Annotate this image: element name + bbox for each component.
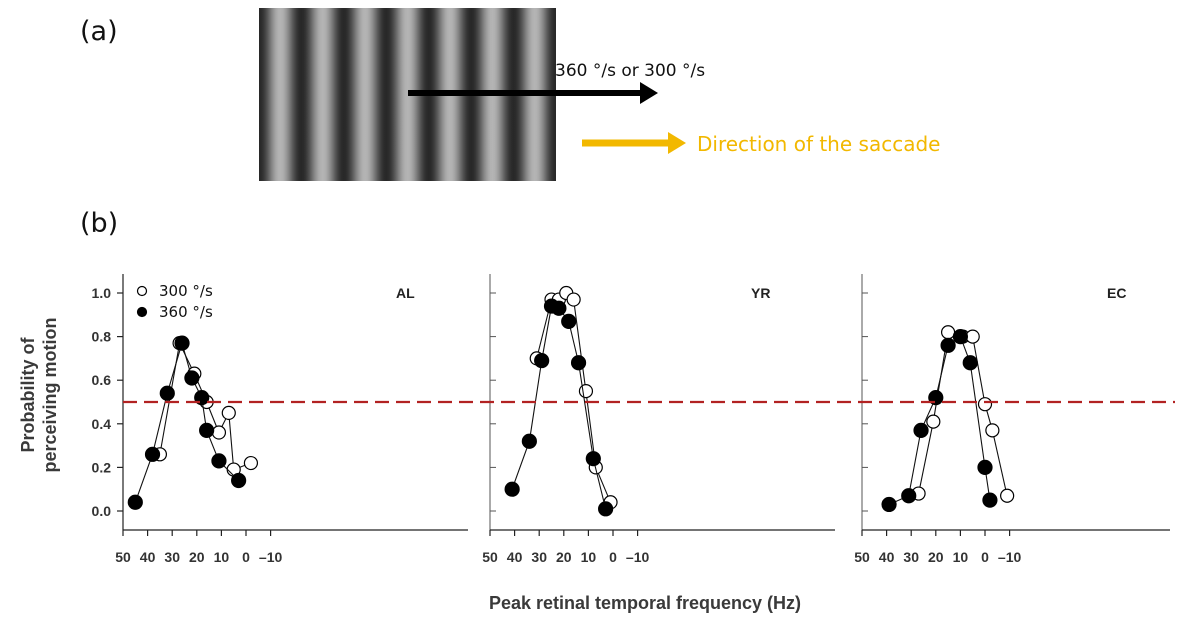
series-line-300 (918, 331, 1008, 496)
y-axis-label: Probability of perceiving motion (18, 317, 60, 472)
subplot-ec: 50 40 30 20 10 0 –10 EC (854, 274, 1170, 565)
series-line-360 (511, 305, 607, 509)
data-point-open (926, 414, 941, 429)
direction-label: Direction of the saccade (697, 132, 940, 156)
data-point-filled (982, 492, 998, 508)
y-tick-label: 1.0 (92, 285, 112, 301)
x-tick-label: 0 (242, 549, 250, 565)
y-axis-label-line: Probability of (18, 336, 38, 452)
data-point-filled (521, 433, 537, 449)
y-tick-label: 0.8 (92, 329, 112, 345)
y-tick-label: 0.4 (92, 416, 112, 432)
data-point-filled (127, 494, 143, 510)
chart-area: 0.0 0.2 0.4 0.6 0.8 1.0 Probability of perceivi… (18, 274, 1175, 613)
subplot-label: EC (1107, 285, 1126, 301)
subplot-al: 50 40 30 20 10 0 –10 AL (115, 285, 468, 565)
data-point-filled (231, 472, 247, 489)
subplot-yr: 50 40 30 20 10 0 –10 YR (482, 274, 835, 565)
x-tick-label: –10 (998, 549, 1022, 565)
legend-marker (136, 306, 148, 318)
x-tick-label: 30 (531, 549, 547, 565)
data-point-filled (551, 300, 567, 316)
legend-label: 360 °/s (159, 303, 213, 321)
x-tick-label: 30 (903, 549, 919, 565)
data-point-filled (174, 335, 190, 351)
data-point-open (985, 423, 1000, 438)
data-point-filled (585, 451, 601, 467)
panel-a-label: (a) (80, 16, 118, 47)
y-tick-label: 0.0 (92, 503, 112, 519)
x-tick-label: –10 (626, 549, 650, 565)
y-axis-label-line: perceiving motion (40, 317, 60, 472)
x-tick-label: 20 (928, 549, 944, 565)
legend-label: 300 °/s (159, 282, 213, 300)
data-point-filled (570, 355, 587, 371)
speed-arrow (408, 82, 658, 104)
data-point-filled (159, 385, 175, 401)
data-point-open (578, 384, 594, 399)
data-point-filled (901, 488, 917, 504)
data-point-filled (211, 453, 227, 469)
y-tick-label: 0.6 (92, 372, 112, 388)
x-tick-label: 50 (115, 549, 131, 565)
data-point-open (940, 325, 956, 340)
data-point-filled (504, 481, 520, 497)
data-point-filled (144, 446, 161, 462)
x-tick-label: 40 (507, 549, 523, 565)
data-point-open (221, 405, 236, 420)
x-tick-label: 40 (879, 549, 895, 565)
x-tick-label: 30 (164, 549, 180, 565)
y-tick-label: 0.2 (92, 459, 112, 475)
data-point-open (566, 292, 581, 307)
x-tick-label: 40 (140, 549, 156, 565)
x-tick-label: 20 (556, 549, 572, 565)
x-tick-label: 10 (953, 549, 969, 565)
data-point-filled (184, 370, 200, 386)
direction-arrow-head (668, 132, 686, 154)
data-point-filled (913, 422, 929, 438)
data-point-filled (561, 313, 577, 329)
data-point-filled (534, 352, 550, 369)
data-point-filled (977, 459, 993, 475)
legend-marker (136, 285, 148, 297)
x-tick-label: 50 (482, 549, 498, 565)
data-point-open (977, 397, 993, 412)
subplot-label: YR (751, 285, 770, 301)
x-tick-label: 0 (609, 549, 617, 565)
subplot-label: AL (396, 285, 415, 301)
data-point-filled (940, 337, 956, 353)
series-line-360 (134, 341, 239, 503)
x-tick-label: –10 (259, 549, 283, 565)
data-point-open (1000, 488, 1015, 503)
data-point-open (243, 455, 259, 471)
x-tick-label: 50 (854, 549, 870, 565)
speed-arrow-head (640, 82, 658, 104)
saccade-direction-arrow (582, 132, 686, 154)
x-tick-label: 0 (981, 549, 989, 565)
x-tick-label: 10 (581, 549, 597, 565)
panel-b-label: (b) (80, 208, 118, 239)
data-point-filled (881, 496, 897, 513)
panel-a: (a) 360 °/s or 300 °/s Direction of the … (80, 8, 940, 181)
data-point-open (211, 425, 227, 440)
speed-label: 360 °/s or 300 °/s (555, 61, 705, 81)
data-point-filled (598, 501, 614, 517)
data-point-filled (962, 355, 978, 371)
x-tick-label: 20 (189, 549, 205, 565)
x-tick-label: 10 (214, 549, 230, 565)
data-point-open (965, 329, 980, 344)
x-axis-label: Peak retinal temporal frequency (Hz) (489, 593, 801, 613)
data-point-filled (199, 422, 215, 438)
data-point-filled (952, 329, 969, 345)
